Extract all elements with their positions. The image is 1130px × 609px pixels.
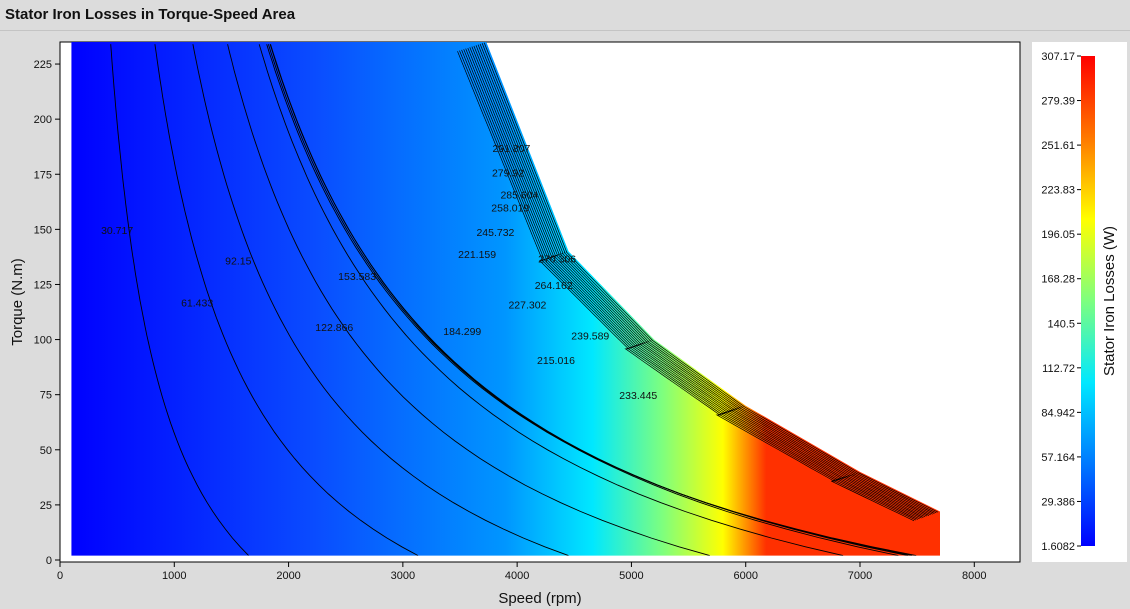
colorbar-tick-label: 1.6082	[1041, 541, 1075, 553]
contour-label: 61.433	[181, 298, 213, 310]
x-tick-label: 5000	[619, 570, 643, 582]
colorbar-tick-label: 168.28	[1041, 274, 1075, 286]
contour-line	[154, 44, 419, 556]
x-tick-label: 3000	[391, 570, 415, 582]
contour-line	[461, 49, 918, 520]
x-tick-label: 8000	[962, 570, 986, 582]
y-tick-label: 150	[34, 224, 52, 236]
x-tick-label: 2000	[276, 570, 300, 582]
contour-label: 221.159	[458, 249, 496, 261]
y-tick-label: 75	[40, 390, 52, 402]
contour-line	[110, 44, 249, 556]
contour-label: 233.445	[619, 390, 657, 402]
colorbar-tick-label: 251.61	[1041, 140, 1075, 152]
colorbar-tick-label: 279.39	[1041, 96, 1075, 108]
colorbar-tick-label: 196.05	[1041, 229, 1075, 241]
colorbar	[1081, 56, 1095, 546]
y-tick-label: 25	[40, 500, 52, 512]
x-tick-label: 7000	[848, 570, 872, 582]
contour-label: 239.589	[571, 331, 609, 343]
x-tick-label: 4000	[505, 570, 529, 582]
contour-line	[477, 44, 933, 515]
contour-line	[475, 45, 931, 516]
colorbar-panel	[1032, 42, 1127, 562]
contour-label: 279.92	[492, 167, 524, 179]
contour-line	[463, 49, 920, 520]
contour-label: 153.583	[338, 271, 376, 283]
chart-title: Stator Iron Losses in Torque-Speed Area	[5, 6, 296, 23]
contour-label: 30.717	[101, 225, 133, 237]
colorbar-tick-label: 140.5	[1047, 318, 1075, 330]
contour-label: 285.604	[500, 190, 538, 202]
contour-lines	[110, 42, 939, 556]
contour-label: 122.866	[315, 322, 353, 334]
x-axis: 0 1000 2000 3000 4000 5000 6000 7000 8000	[57, 562, 987, 582]
contour-label: 227.302	[508, 300, 546, 312]
contour-label: 92.15	[225, 256, 251, 268]
contour-line	[479, 43, 935, 514]
contour-line	[465, 48, 922, 519]
contour-line	[483, 42, 939, 513]
contour-labels: 30.717 61.433 92.15 122.866 153.583 184.299 21…	[101, 143, 657, 402]
contour-line	[258, 44, 844, 556]
y-tick-label: 0	[46, 555, 52, 567]
colorbar-tick-label: 29.386	[1041, 496, 1075, 508]
contour-line	[266, 44, 917, 556]
contour-label: 184.299	[443, 326, 481, 338]
contour-label: 258.019	[491, 203, 529, 215]
y-tick-label: 175	[34, 169, 52, 181]
x-tick-label: 1000	[162, 570, 186, 582]
x-tick-label: 0	[57, 570, 63, 582]
y-tick-label: 200	[34, 114, 52, 126]
y-tick-label: 100	[34, 335, 52, 347]
colorbar-label: Stator Iron Losses (W)	[1101, 226, 1118, 376]
contour-line	[467, 47, 924, 518]
y-axis: 0 25 50 75 100 125 150 175 200 225	[34, 59, 60, 567]
colorbar-tick-label: 307.17	[1041, 51, 1075, 63]
contour-line	[457, 51, 915, 522]
colorbar-tick-label: 57.164	[1041, 452, 1075, 464]
contour-line	[471, 46, 928, 517]
y-tick-label: 225	[34, 59, 52, 71]
contour-line	[473, 45, 930, 516]
contour-line	[192, 44, 569, 556]
contour-label: 291.807	[492, 143, 530, 155]
colorbar-tick-label: 84.942	[1041, 407, 1075, 419]
y-tick-label: 50	[40, 445, 52, 457]
x-tick-label: 6000	[733, 570, 757, 582]
x-axis-label: Speed (rpm)	[498, 590, 581, 607]
title-divider	[0, 30, 1130, 31]
contour-label: 264.162	[535, 280, 573, 292]
contour-line	[481, 43, 937, 514]
contour-label: 270.306	[538, 253, 576, 265]
y-axis-label: Torque (N.m)	[9, 258, 26, 346]
contour-line	[227, 44, 710, 556]
operating-region-fill	[71, 42, 940, 556]
contour-label: 245.732	[476, 227, 514, 239]
colorbar-tick-label: 112.72	[1042, 363, 1075, 375]
contour-label: 215.016	[537, 355, 575, 367]
y-tick-label: 125	[34, 279, 52, 291]
colorbar-ticks: 307.17 279.39 251.61 223.83 196.05 168.28 140.…	[1041, 51, 1081, 553]
contour-line	[469, 47, 926, 518]
contour-line	[459, 50, 917, 521]
colorbar-tick-label: 223.83	[1041, 185, 1075, 197]
